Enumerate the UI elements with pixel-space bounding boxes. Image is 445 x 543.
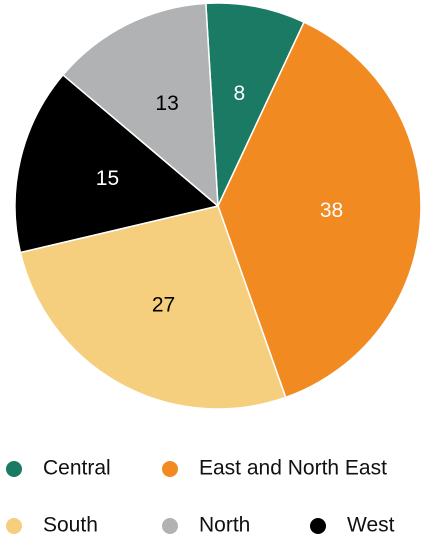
pie-slice — [14, 73, 220, 254]
legend-swatch — [6, 518, 22, 534]
legend-label: North — [199, 514, 250, 537]
pie-slice — [61, 2, 219, 208]
legend-swatch — [310, 518, 326, 534]
data-label: 13 — [155, 92, 178, 115]
data-label: 38 — [320, 199, 343, 222]
legend-label: East and North East — [199, 457, 387, 480]
data-label: 15 — [96, 167, 119, 190]
legend-swatch — [162, 518, 178, 534]
data-label: 8 — [233, 82, 245, 105]
pie-slice — [205, 2, 306, 207]
legend-label: West — [347, 514, 395, 537]
legend-swatch — [162, 461, 178, 477]
legend-swatch — [6, 461, 22, 477]
legend-label: Central — [43, 457, 111, 480]
data-label: 27 — [152, 293, 175, 316]
pie-slice — [217, 21, 422, 399]
legend-label: South — [43, 514, 98, 537]
pie-slice — [19, 205, 287, 410]
